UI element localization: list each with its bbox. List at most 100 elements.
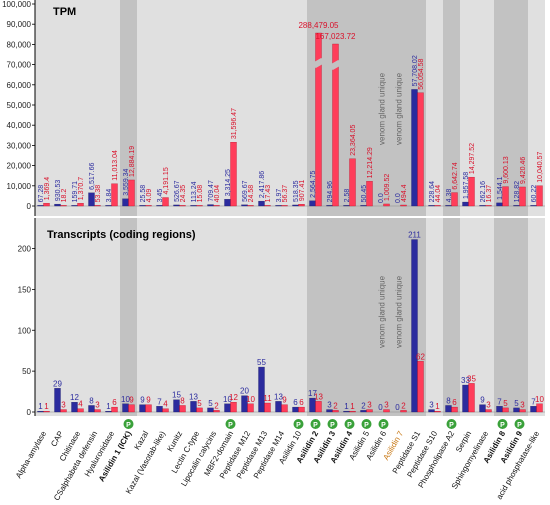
band-bottom [35, 218, 52, 416]
bar-tpm-red [179, 205, 186, 207]
bar-value-label-blue: 1,544.1 [497, 176, 504, 199]
bar-transcripts-blue [326, 409, 333, 413]
count-label-blue: 1 [106, 402, 111, 411]
y-tick-label-top: 70,000 [7, 61, 32, 70]
band-bottom [341, 218, 358, 416]
count-label-red: 13 [314, 392, 323, 401]
count-label-red: 3 [486, 401, 491, 410]
count-label-blue: 29 [53, 379, 62, 388]
bar-transcripts-red [366, 409, 373, 413]
band-bottom [307, 218, 324, 416]
count-label-red: 1 [44, 402, 49, 411]
band-top [273, 0, 290, 216]
bar-value-label-blue: 930.53 [55, 180, 62, 202]
x-tick-label: Alpha-amylase [14, 429, 49, 480]
count-label-red: 62 [416, 352, 425, 361]
bar-value-label-blue: 113.24 [191, 181, 198, 202]
band-top [154, 0, 171, 216]
count-label-red: 5 [197, 399, 202, 408]
bar-tpm-blue [411, 89, 418, 207]
y-tick-label-bottom: 200 [18, 245, 32, 254]
bar-value-label-red: 494.4 [401, 184, 408, 202]
count-label-blue: 17 [308, 389, 317, 398]
p-badge: P [293, 419, 304, 429]
p-badge: P [446, 419, 457, 429]
band-bottom [375, 218, 392, 416]
bar-value-label-blue: 57,708.02 [412, 55, 419, 86]
bar-tpm-red [485, 205, 492, 207]
bar-tpm-blue [428, 205, 435, 207]
count-label-red: 8 [180, 396, 185, 405]
bar-value-label-red: 17.43 [265, 185, 272, 203]
bar-value-label-blue: 3.97 [276, 189, 283, 203]
band-top [171, 0, 188, 216]
band-top [205, 0, 222, 216]
p-badge-letter: P [500, 422, 505, 429]
bar-value-label-blue: 25.58 [140, 185, 147, 203]
p-badge-circle [514, 419, 525, 429]
bar-transcripts-red [43, 411, 50, 413]
y-tick-label-top: 10,000 [7, 182, 32, 191]
bar-tpm-red [383, 203, 390, 207]
count-label-blue: 7 [531, 397, 536, 406]
venom-gland-unique-note: venom gland unique [395, 275, 404, 348]
bar-transcripts-blue [88, 405, 95, 413]
p-badge-letter: P [364, 422, 369, 429]
bar-tpm-red [43, 203, 50, 207]
p-badge-letter: P [228, 422, 233, 429]
band-bottom [528, 218, 545, 416]
p-badge-circle [123, 419, 134, 429]
y-tick-label-top: 40,000 [7, 121, 32, 130]
bar-tpm-red [77, 203, 84, 207]
bar-value-label-red: 18.2 [61, 189, 68, 203]
band-bottom [273, 218, 290, 416]
bar-transcripts-blue [513, 407, 520, 413]
bar-tpm-red [111, 183, 118, 207]
count-label-red: 4 [163, 400, 168, 409]
bar-tpm-blue [54, 203, 61, 207]
bar-tpm-blue [343, 205, 350, 207]
band-bottom [188, 218, 205, 416]
p-badge-letter: P [126, 422, 131, 429]
venom-gland-unique-note: venom gland unique [395, 72, 404, 145]
panel-title-bottom: Transcripts (coding regions) [47, 229, 196, 241]
count-label-blue: 12 [70, 393, 79, 402]
count-label-blue: 8 [89, 396, 94, 405]
bar-tpm-red [400, 204, 407, 207]
bar-transcripts-red [349, 411, 356, 413]
bar-tpm-red [417, 92, 424, 207]
y-tick-label-top: 30,000 [7, 141, 32, 150]
bar-transcripts-red [94, 409, 101, 413]
bar-tpm-blue [105, 205, 112, 207]
bar-value-label-blue: 6,517.66 [89, 162, 96, 189]
count-label-red: 6 [112, 398, 117, 407]
count-label-red: 5 [503, 399, 508, 408]
p-badge: P [378, 419, 389, 429]
bar-transcripts-blue [173, 399, 180, 413]
y-tick-label-top: 80,000 [7, 40, 32, 49]
y-tick-label-top: 20,000 [7, 162, 32, 171]
bar-tpm-red [281, 205, 288, 207]
bar-transcripts-red [77, 408, 84, 413]
p-badge-letter: P [296, 422, 301, 429]
axis-break-mark [312, 57, 325, 69]
x-tick-label: CAP [49, 430, 65, 449]
bar-transcripts-red [417, 361, 424, 413]
bar-value-label-blue: 128.82 [514, 181, 521, 203]
band-top [188, 0, 205, 216]
bar-value-label-red: 10,040.57 [537, 151, 544, 182]
bar-tpm-red [536, 185, 543, 207]
count-label-blue: 9 [140, 396, 145, 405]
y-tick-label-top: 90,000 [7, 20, 32, 29]
bar-tpm-red [145, 205, 152, 207]
y-tick-label-top: 50,000 [7, 101, 32, 110]
count-label-blue: 0 [378, 403, 383, 412]
band-bottom [290, 218, 307, 416]
band-top [290, 0, 307, 216]
p-badge: P [310, 419, 321, 429]
bar-transcripts-blue [411, 239, 418, 413]
count-label-red: 3 [61, 401, 66, 410]
bar-tpm-blue [513, 205, 520, 207]
bar-transcripts-red [179, 405, 186, 413]
